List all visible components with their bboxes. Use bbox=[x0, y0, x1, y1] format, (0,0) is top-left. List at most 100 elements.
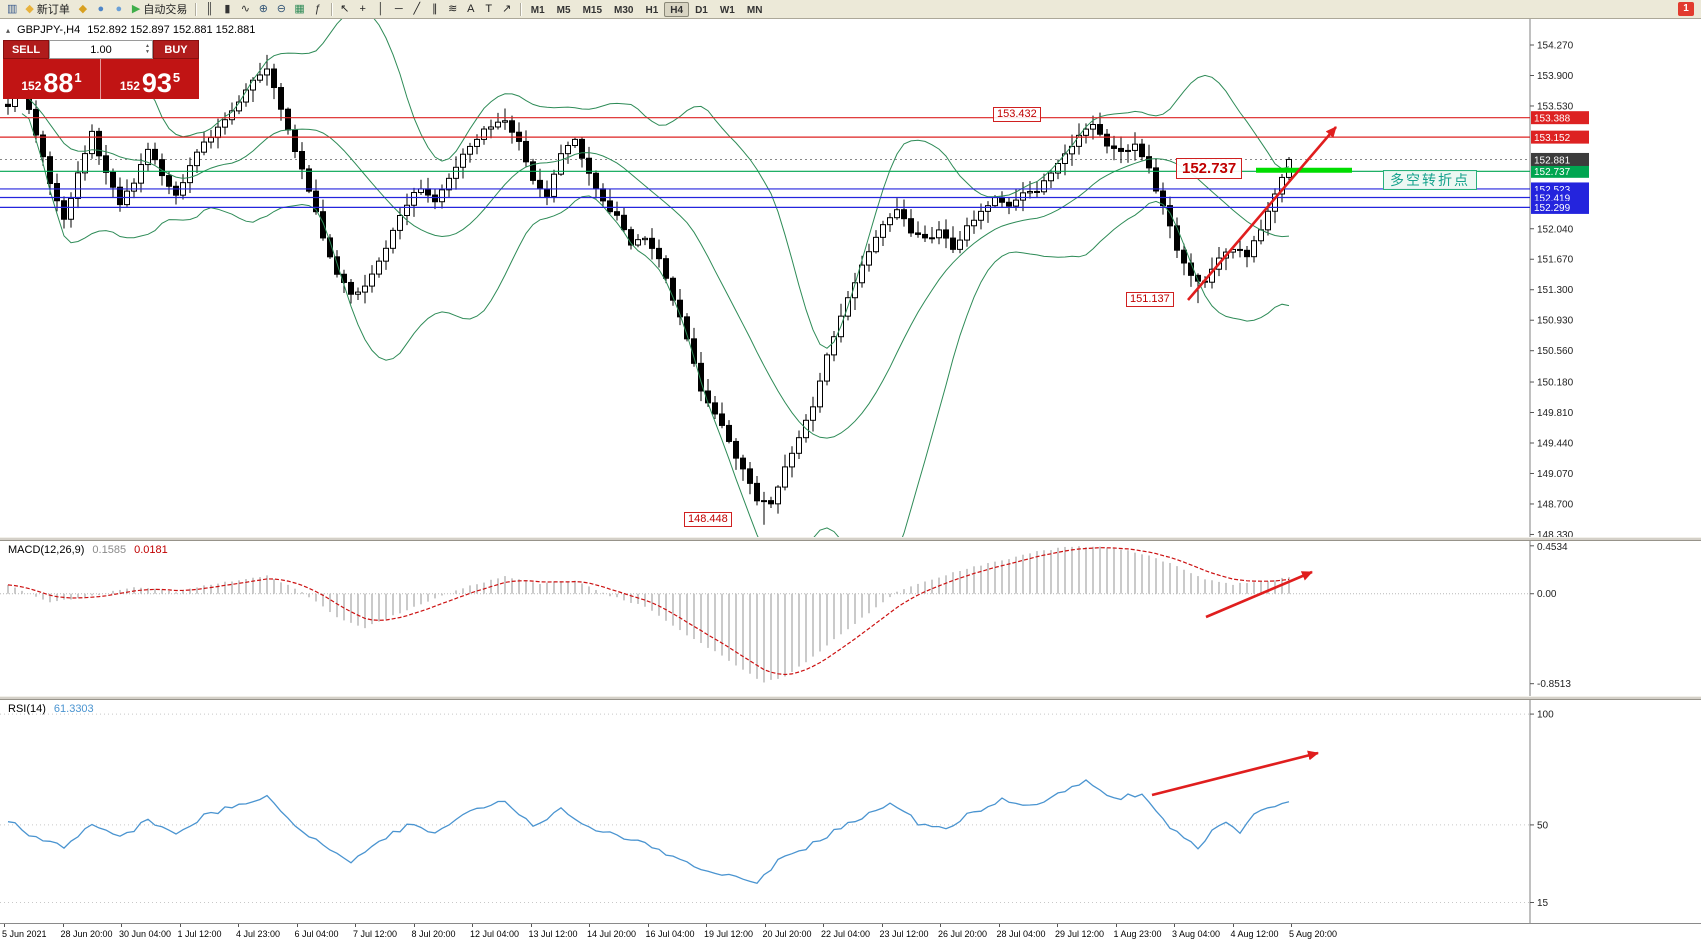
chart-menu-icon[interactable]: ▴ bbox=[6, 25, 11, 35]
timeframe-m30[interactable]: M30 bbox=[614, 4, 634, 16]
channel-icon: ∥ bbox=[432, 2, 438, 15]
zoom-out-button[interactable]: ⊖ bbox=[272, 1, 290, 18]
price-label-153432[interactable]: 153.432 bbox=[993, 107, 1041, 122]
svg-text:149.070: 149.070 bbox=[1537, 469, 1574, 480]
time-label: 6 Jul 04:00 bbox=[294, 929, 339, 939]
time-tick bbox=[238, 924, 239, 927]
data-window-button[interactable]: ● bbox=[110, 1, 128, 18]
toolbar-separator bbox=[330, 2, 332, 16]
trendline-button[interactable]: ╱ bbox=[408, 1, 426, 18]
channel-button[interactable]: ∥ bbox=[426, 1, 444, 18]
time-label: 28 Jul 04:00 bbox=[996, 929, 1046, 939]
volume-down-icon[interactable]: ▼ bbox=[145, 49, 150, 55]
autotrade-button-label: 自动交易 bbox=[143, 4, 188, 16]
timeframe-mn[interactable]: MN bbox=[746, 4, 763, 16]
text-button[interactable]: A bbox=[462, 1, 480, 18]
time-tick bbox=[472, 924, 473, 927]
annotation-turning-point[interactable]: 多空转折点 bbox=[1383, 170, 1477, 190]
svg-text:153.152: 153.152 bbox=[1534, 133, 1571, 144]
time-label: 26 Jul 20:00 bbox=[938, 929, 988, 939]
volume-input[interactable]: 1.00 ▲ ▼ bbox=[49, 40, 153, 59]
volume-up-icon[interactable]: ▲ bbox=[145, 43, 150, 49]
time-tick bbox=[4, 924, 5, 927]
svg-text:148.700: 148.700 bbox=[1537, 499, 1574, 510]
trend-arrow-main[interactable] bbox=[1187, 126, 1337, 301]
crosshair-button[interactable]: + bbox=[354, 1, 372, 18]
trend-arrow-rsi[interactable] bbox=[1151, 750, 1319, 797]
candlestick-chart-icon: ▮ bbox=[224, 2, 231, 15]
timeframe-w1[interactable]: W1 bbox=[719, 4, 735, 16]
candlestick-chart-button[interactable]: ▮ bbox=[218, 1, 236, 18]
price-label-152737[interactable]: 152.737 bbox=[1176, 158, 1243, 179]
bollinger-bands[interactable] bbox=[21, 19, 1290, 537]
timeframe-h1[interactable]: H1 bbox=[645, 4, 659, 16]
sell-price-display[interactable]: 152 88 1 bbox=[3, 59, 101, 99]
alerts-button[interactable]: ◆ bbox=[74, 1, 92, 18]
time-label: 7 Jul 12:00 bbox=[353, 929, 398, 939]
symbol-name: GBPJPY-,H4 bbox=[17, 24, 81, 36]
new-chart-button[interactable]: ▥ bbox=[3, 1, 21, 18]
horizontal-line-button[interactable]: ─ bbox=[390, 1, 408, 18]
timeframe-h4[interactable]: H4 bbox=[664, 1, 690, 17]
buy-price-display[interactable]: 152 93 5 bbox=[101, 59, 199, 99]
rsi-indicator-label: RSI(14) 61.3303 bbox=[8, 703, 94, 715]
autotrade-button[interactable]: ▶ 自动交易 bbox=[128, 1, 191, 18]
zoom-in-icon: ⊕ bbox=[258, 2, 268, 15]
cursor-button[interactable]: ↖ bbox=[336, 1, 354, 18]
notification-badge[interactable]: 1 bbox=[1678, 2, 1694, 16]
trend-arrow-macd[interactable] bbox=[1205, 570, 1313, 619]
arrows-button[interactable]: ↗ bbox=[498, 1, 516, 18]
horizontal-lines[interactable] bbox=[0, 117, 1530, 209]
sell-button[interactable]: SELL bbox=[3, 40, 49, 59]
new-order-button[interactable]: ◆ 新订单 bbox=[21, 1, 73, 18]
buy-button[interactable]: BUY bbox=[153, 40, 199, 59]
time-axis[interactable]: 5 Jun 2021 28 Jun 20:00 30 Jun 04:00 1 Jul … bbox=[0, 923, 1701, 941]
time-tick bbox=[1057, 924, 1058, 927]
new-order-button-label: 新订单 bbox=[36, 4, 70, 16]
rsi-canvas[interactable]: 100 50 15 bbox=[0, 700, 1701, 923]
price-axis[interactable]: 154.270 153.900 153.530 152.040 151.670 151.3… bbox=[1530, 41, 1574, 538]
time-tick bbox=[1232, 924, 1234, 927]
svg-text:153.388: 153.388 bbox=[1534, 113, 1571, 124]
time-tick bbox=[764, 924, 766, 927]
svg-text:149.440: 149.440 bbox=[1537, 438, 1574, 449]
svg-text:0.00: 0.00 bbox=[1537, 589, 1557, 600]
vertical-line-icon: │ bbox=[377, 2, 385, 15]
fibonacci-button[interactable]: ≋ bbox=[444, 1, 462, 18]
svg-text:152.299: 152.299 bbox=[1534, 203, 1571, 214]
timeframe-m5[interactable]: M5 bbox=[556, 4, 571, 16]
svg-text:148.330: 148.330 bbox=[1537, 530, 1574, 537]
time-label: 16 Jul 04:00 bbox=[645, 929, 695, 939]
timeframe-d1[interactable]: D1 bbox=[695, 4, 708, 16]
zoom-in-button[interactable]: ⊕ bbox=[254, 1, 272, 18]
market-watch-button[interactable]: ● bbox=[92, 1, 110, 18]
macd-name: MACD(12,26,9) bbox=[8, 544, 85, 556]
sell-price-pips: 88 bbox=[43, 68, 74, 98]
panel-separator[interactable] bbox=[0, 696, 1701, 700]
text-label-button[interactable]: T bbox=[480, 1, 498, 18]
panel-separator[interactable] bbox=[0, 537, 1701, 541]
volume-value: 1.00 bbox=[90, 43, 112, 56]
main-chart-canvas[interactable]: 154.270 153.900 153.530 152.040 151.670 151.3… bbox=[0, 19, 1701, 537]
time-tick bbox=[1115, 924, 1117, 927]
svg-text:152.881: 152.881 bbox=[1534, 155, 1571, 166]
candles-layer bbox=[5, 54, 1292, 525]
price-label-151137[interactable]: 151.137 bbox=[1126, 292, 1174, 307]
time-tick bbox=[589, 924, 590, 927]
line-chart-button[interactable]: ∿ bbox=[236, 1, 254, 18]
bar-chart-button[interactable]: ║ bbox=[200, 1, 218, 18]
bar-chart-icon: ║ bbox=[205, 2, 214, 15]
timeframe-m1[interactable]: M1 bbox=[530, 4, 545, 16]
new-chart-icon: ▥ bbox=[7, 2, 18, 15]
price-label-148448[interactable]: 148.448 bbox=[684, 512, 732, 527]
time-label: 8 Jul 20:00 bbox=[411, 929, 456, 939]
vertical-line-button[interactable]: │ bbox=[372, 1, 390, 18]
time-tick bbox=[647, 924, 649, 927]
macd-canvas[interactable]: 0.4534 0.00 -0.8513 bbox=[0, 541, 1701, 696]
tile-windows-button[interactable]: ▦ bbox=[290, 1, 308, 18]
zoom-out-icon: ⊖ bbox=[276, 2, 286, 15]
svg-text:151.300: 151.300 bbox=[1537, 285, 1574, 296]
svg-text:153.900: 153.900 bbox=[1537, 71, 1574, 82]
indicators-button[interactable]: ƒ bbox=[309, 1, 327, 18]
timeframe-m15[interactable]: M15 bbox=[582, 4, 603, 16]
